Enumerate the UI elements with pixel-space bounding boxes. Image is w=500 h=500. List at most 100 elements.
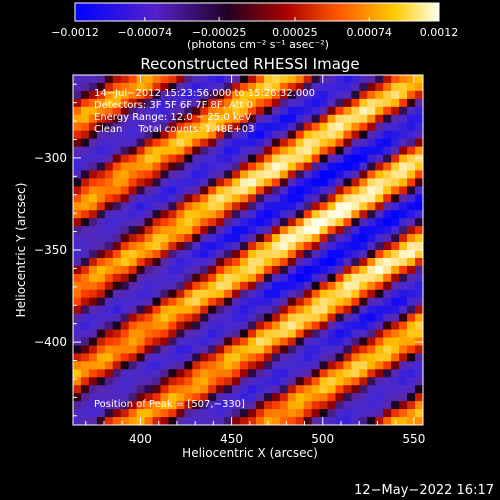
heatmap-cell: [176, 329, 185, 339]
heatmap-cell: [80, 106, 90, 116]
heatmap-cell: [184, 170, 193, 179]
heatmap-cell: [255, 297, 265, 307]
heatmap-cell: [208, 377, 217, 386]
heatmap-cell: [255, 257, 265, 267]
heatmap-cell: [263, 265, 273, 275]
heatmap-cell: [232, 114, 241, 124]
heatmap-cell: [184, 297, 193, 307]
heatmap-cell: [391, 202, 400, 211]
heatmap-cell: [399, 353, 408, 362]
heatmap-cell: [359, 154, 368, 164]
heatmap-cell: [232, 305, 241, 315]
heatmap-cell: [73, 210, 82, 219]
heatmap-cell: [176, 361, 185, 370]
heatmap-cell: [192, 265, 201, 275]
heatmap-cell: [263, 186, 273, 195]
heatmap-cell: [287, 170, 297, 179]
heatmap-cell: [224, 218, 233, 227]
heatmap-cell: [96, 281, 106, 291]
heatmap-cell: [255, 138, 265, 148]
heatmap-cell: [96, 377, 106, 386]
heatmap-cell: [383, 186, 392, 195]
heatmap-cell: [168, 313, 177, 323]
heatmap-cell: [104, 377, 114, 386]
heatmap-cell: [311, 353, 321, 362]
heatmap-cell: [232, 353, 241, 362]
heatmap-cell: [279, 154, 289, 164]
heatmap-cell: [80, 289, 90, 299]
heatmap-cell: [287, 377, 297, 386]
heatmap-cell: [160, 353, 170, 362]
heatmap-cell: [255, 361, 265, 370]
heatmap-cell: [240, 154, 249, 164]
heatmap-cell: [383, 90, 392, 100]
heatmap-cell: [240, 178, 249, 187]
heatmap-cell: [351, 130, 360, 140]
heatmap-cell: [160, 154, 170, 164]
heatmap-cell: [152, 234, 162, 243]
heatmap-cell: [319, 345, 329, 354]
heatmap-cell: [224, 250, 233, 259]
heatmap-cell: [271, 289, 281, 299]
heatmap-cell: [311, 329, 321, 339]
heatmap-cell: [88, 106, 98, 116]
heatmap-cell: [96, 329, 106, 339]
heatmap-cell: [367, 138, 376, 148]
heatmap-cell: [391, 369, 400, 378]
heatmap-cell: [367, 186, 376, 195]
heatmap-cell: [96, 401, 106, 410]
heatmap-cell: [224, 194, 233, 203]
heatmap-cell: [128, 130, 138, 140]
heatmap-cell: [319, 114, 329, 124]
heatmap-cell: [168, 345, 177, 354]
heatmap-cell: [375, 345, 384, 354]
heatmap-cell: [391, 242, 400, 251]
heatmap-cell: [407, 409, 416, 418]
heatmap-cell: [184, 313, 193, 323]
heatmap-cell: [287, 305, 297, 315]
heatmap-cell: [327, 273, 337, 283]
heatmap-cell: [136, 305, 146, 315]
heatmap-cell: [319, 409, 329, 418]
heatmap-cell: [232, 250, 241, 259]
heatmap-cell: [248, 273, 257, 283]
heatmap-cell: [319, 305, 329, 315]
heatmap-cell: [327, 234, 337, 243]
heatmap-cell: [295, 194, 305, 203]
heatmap-cell: [224, 361, 233, 370]
heatmap-cell: [271, 337, 281, 347]
heatmap-cell: [255, 130, 265, 140]
heatmap-cell: [375, 250, 384, 259]
heatmap-cell: [303, 369, 313, 378]
heatmap-cell: [311, 202, 321, 211]
heatmap-cell: [375, 178, 384, 187]
heatmap-cell: [351, 226, 360, 235]
heatmap-cell: [295, 329, 305, 339]
heatmap-cell: [248, 281, 257, 291]
heatmap-cell: [104, 226, 114, 235]
heatmap-cell: [240, 114, 249, 124]
heatmap-cell: [343, 377, 352, 386]
heatmap-cell: [232, 82, 241, 92]
heatmap-cell: [88, 178, 98, 187]
heatmap-cell: [88, 281, 98, 291]
heatmap-cell: [152, 82, 162, 92]
heatmap-cell: [319, 186, 329, 195]
heatmap-cell: [168, 106, 177, 116]
heatmap-cell: [271, 401, 281, 410]
heatmap-cell: [80, 186, 90, 195]
heatmap-cell: [375, 122, 384, 132]
heatmap-cell: [112, 385, 122, 394]
heatmap-cell: [73, 297, 82, 307]
heatmap-cell: [375, 75, 384, 84]
heatmap-cell: [160, 130, 170, 140]
heatmap-cell: [120, 297, 130, 307]
heatmap-cell: [184, 353, 193, 362]
heatmap-cell: [216, 202, 225, 211]
heatmap-cell: [295, 138, 305, 148]
heatmap-cell: [248, 321, 257, 331]
heatmap-cell: [271, 194, 281, 203]
heatmap-cell: [224, 401, 233, 410]
heatmap-cell: [216, 98, 225, 108]
heatmap-cell: [367, 202, 376, 211]
